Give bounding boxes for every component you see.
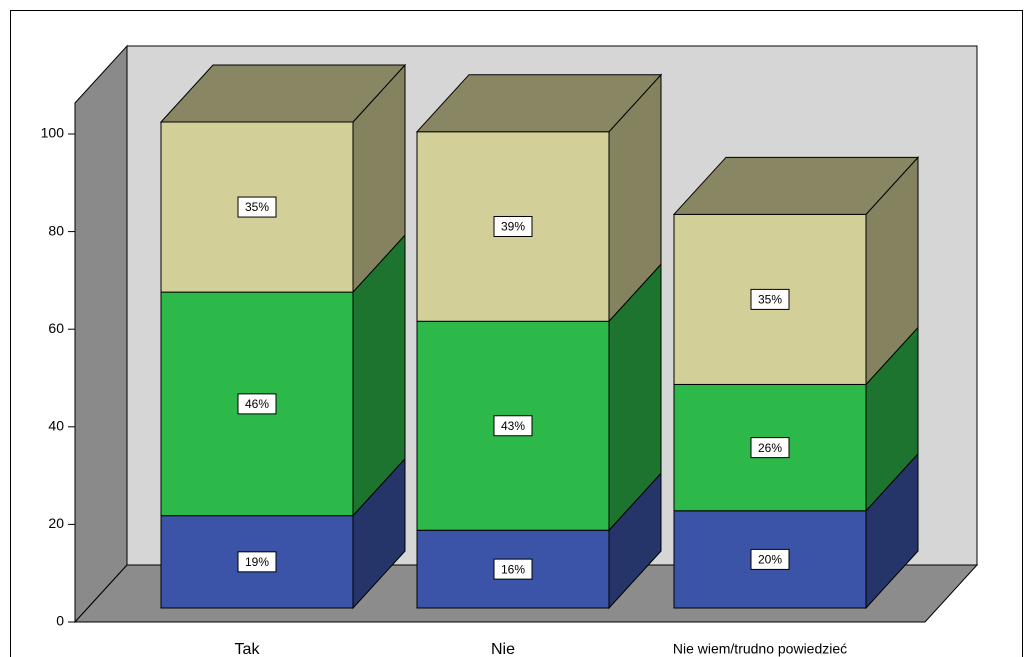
value-label-box <box>237 551 277 573</box>
bar-top <box>159 64 407 123</box>
x-tick-label: Nie wiem/trudno powiedzieć <box>673 641 847 657</box>
value-label-box <box>237 393 277 415</box>
value-label: 20% <box>758 553 782 567</box>
value-label-box <box>750 548 790 570</box>
y-tick-label: 0 <box>56 613 64 629</box>
y-tick-label: 40 <box>48 418 64 434</box>
y-tick-label: 60 <box>48 320 64 336</box>
value-label-box <box>750 288 790 310</box>
y-tick-label: 20 <box>48 515 64 531</box>
y-tick-label: 80 <box>48 222 64 238</box>
x-tick-label: Tak <box>235 641 261 657</box>
value-label-box <box>750 437 790 459</box>
bar-top <box>672 156 920 215</box>
y-tick-label: 100 <box>41 125 65 141</box>
bar-top <box>415 74 663 133</box>
value-label: 26% <box>758 441 782 455</box>
value-label: 19% <box>245 555 269 569</box>
value-label: 43% <box>501 419 525 433</box>
value-label: 46% <box>245 397 269 411</box>
value-label-box <box>493 215 533 237</box>
value-label-box <box>493 558 533 580</box>
value-label-box <box>493 415 533 437</box>
x-tick-label: Nie <box>491 641 515 657</box>
value-label-box <box>237 196 277 218</box>
value-label: 35% <box>758 293 782 307</box>
value-label: 16% <box>501 562 525 576</box>
value-label: 39% <box>501 220 525 234</box>
value-label: 35% <box>245 200 269 214</box>
left-wall <box>74 44 128 624</box>
